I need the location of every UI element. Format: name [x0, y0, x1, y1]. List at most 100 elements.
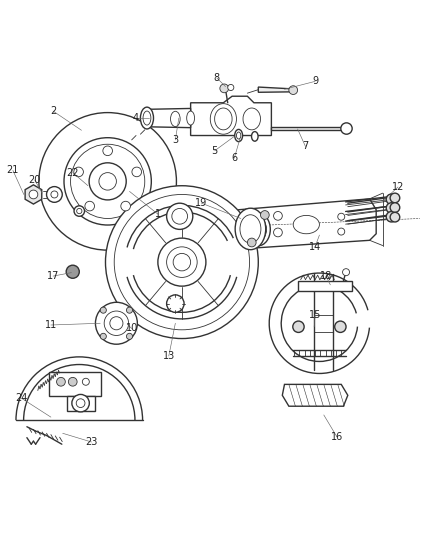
Circle shape	[66, 265, 79, 278]
Ellipse shape	[240, 215, 261, 243]
Text: 17: 17	[47, 271, 59, 281]
Polygon shape	[67, 396, 95, 410]
Text: 6: 6	[231, 153, 237, 163]
Ellipse shape	[143, 111, 151, 125]
Circle shape	[57, 377, 65, 386]
Text: 3: 3	[172, 135, 178, 145]
Circle shape	[390, 193, 400, 203]
Text: 14: 14	[309, 242, 321, 252]
Text: 15: 15	[309, 310, 321, 320]
Circle shape	[172, 208, 187, 224]
Circle shape	[29, 190, 38, 199]
Circle shape	[166, 203, 193, 229]
Circle shape	[341, 123, 352, 134]
Circle shape	[390, 212, 400, 222]
Circle shape	[335, 321, 346, 333]
Text: 23: 23	[85, 437, 98, 447]
Ellipse shape	[39, 112, 177, 250]
Circle shape	[132, 167, 141, 177]
Text: 20: 20	[28, 175, 41, 185]
Text: 4: 4	[133, 113, 139, 123]
Text: 19: 19	[195, 198, 208, 208]
Polygon shape	[234, 199, 376, 249]
Polygon shape	[258, 87, 291, 92]
Circle shape	[121, 201, 131, 211]
Ellipse shape	[170, 111, 180, 126]
Polygon shape	[25, 185, 42, 204]
Circle shape	[261, 211, 269, 220]
Circle shape	[85, 201, 95, 211]
Circle shape	[68, 377, 77, 386]
Polygon shape	[283, 384, 348, 406]
Text: 18: 18	[320, 271, 332, 281]
Circle shape	[166, 295, 184, 312]
Ellipse shape	[99, 173, 117, 190]
Circle shape	[343, 269, 350, 276]
Text: 9: 9	[312, 76, 318, 86]
Polygon shape	[147, 108, 191, 128]
Circle shape	[228, 84, 234, 91]
Circle shape	[72, 394, 89, 412]
Circle shape	[127, 307, 133, 313]
Circle shape	[110, 317, 123, 330]
Circle shape	[386, 194, 397, 205]
Circle shape	[77, 208, 82, 214]
Text: 5: 5	[212, 146, 218, 156]
Text: 2: 2	[50, 106, 56, 116]
Polygon shape	[272, 127, 346, 130]
Ellipse shape	[237, 132, 241, 139]
Ellipse shape	[235, 130, 243, 142]
Circle shape	[220, 84, 229, 93]
Circle shape	[338, 228, 345, 235]
Circle shape	[104, 311, 129, 335]
Polygon shape	[191, 96, 272, 135]
Text: 8: 8	[214, 73, 220, 83]
Circle shape	[386, 212, 397, 222]
Circle shape	[76, 399, 85, 408]
Circle shape	[46, 187, 62, 203]
Circle shape	[95, 302, 138, 344]
Polygon shape	[49, 372, 101, 396]
Circle shape	[386, 203, 397, 213]
Ellipse shape	[246, 213, 270, 246]
Ellipse shape	[235, 208, 266, 249]
Circle shape	[338, 213, 345, 220]
Circle shape	[274, 228, 283, 237]
Ellipse shape	[293, 215, 319, 234]
Circle shape	[82, 378, 89, 385]
Polygon shape	[297, 281, 352, 292]
Text: 7: 7	[302, 141, 309, 151]
Text: 21: 21	[7, 165, 19, 175]
Circle shape	[173, 253, 191, 271]
Circle shape	[103, 146, 113, 156]
Circle shape	[274, 212, 283, 220]
Text: 12: 12	[392, 182, 404, 192]
Circle shape	[74, 206, 85, 216]
Circle shape	[247, 238, 256, 247]
Text: 22: 22	[67, 168, 79, 177]
Text: 10: 10	[126, 324, 138, 334]
Ellipse shape	[71, 144, 145, 219]
Ellipse shape	[251, 132, 258, 141]
Text: 11: 11	[45, 320, 57, 330]
Ellipse shape	[141, 107, 153, 129]
Ellipse shape	[187, 111, 194, 125]
Ellipse shape	[89, 163, 126, 200]
Circle shape	[289, 86, 297, 94]
Text: 1: 1	[155, 209, 161, 219]
Circle shape	[390, 203, 400, 212]
Ellipse shape	[64, 138, 151, 225]
Circle shape	[106, 185, 258, 338]
Circle shape	[158, 238, 206, 286]
Text: 24: 24	[15, 393, 28, 403]
Circle shape	[166, 247, 197, 277]
Text: 13: 13	[162, 351, 175, 361]
Circle shape	[51, 191, 58, 198]
Circle shape	[127, 333, 133, 340]
Circle shape	[100, 307, 106, 313]
Circle shape	[114, 195, 250, 330]
Circle shape	[74, 167, 83, 177]
Ellipse shape	[250, 218, 267, 241]
Circle shape	[293, 321, 304, 333]
Text: 16: 16	[331, 432, 343, 442]
